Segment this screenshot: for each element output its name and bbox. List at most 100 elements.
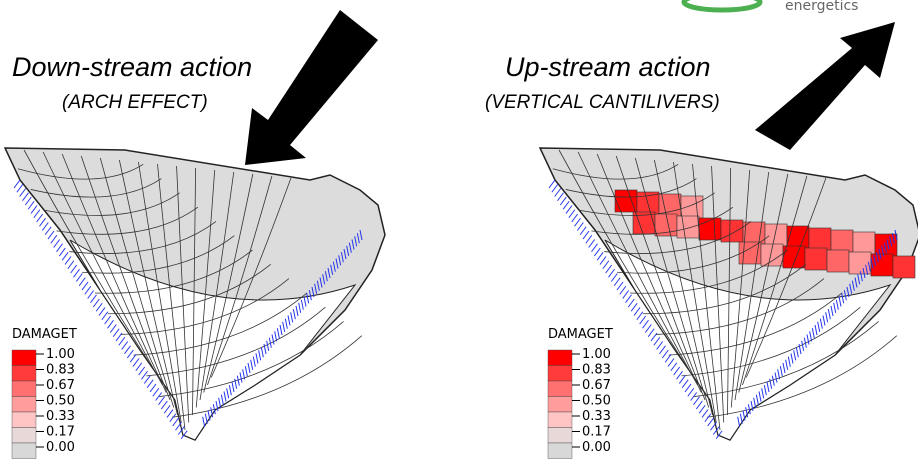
reaction-tick — [105, 316, 111, 324]
damage-cell — [765, 224, 787, 246]
legend-swatch — [12, 397, 36, 413]
reaction-tick — [634, 308, 640, 316]
reaction-tick — [662, 350, 668, 358]
reaction-tick — [62, 252, 68, 260]
reaction-tick — [122, 342, 128, 350]
legend-label: 0.00 — [582, 440, 611, 455]
damage-cell — [831, 230, 853, 252]
logo-mark — [684, 0, 760, 10]
reaction-tick — [82, 282, 88, 290]
legend-label: 0.67 — [582, 378, 611, 393]
damage-cell — [849, 252, 871, 274]
reaction-tick — [110, 325, 116, 333]
reaction-tick — [125, 346, 131, 354]
reaction-tick — [139, 367, 145, 375]
damage-cell — [681, 196, 703, 218]
reaction-tick — [640, 316, 646, 324]
reaction-tick — [552, 184, 558, 192]
logo-text: energetics — [785, 0, 858, 14]
panel-title: Up-stream action — [505, 52, 711, 82]
reaction-tick — [159, 397, 165, 405]
damage-cell — [809, 228, 831, 250]
reaction-tick — [566, 206, 572, 214]
reaction-tick — [674, 367, 680, 375]
reaction-tick — [45, 227, 51, 235]
reaction-tick — [93, 299, 99, 307]
reaction-tick — [600, 257, 606, 265]
reaction-tick — [628, 299, 634, 307]
legend-swatch — [548, 397, 572, 413]
reaction-tick — [54, 240, 60, 248]
reaction-tick — [164, 405, 170, 413]
reaction-tick — [144, 376, 150, 384]
reaction-tick — [705, 414, 711, 422]
damage-cell — [677, 216, 699, 238]
canvas: energetics Down-stream action (ARCH EFFE… — [0, 0, 918, 459]
reaction-tick — [586, 235, 592, 243]
reaction-tick — [108, 320, 114, 328]
reaction-tick — [645, 325, 651, 333]
reaction-tick — [654, 337, 660, 345]
legend-label: 1.00 — [582, 347, 611, 362]
arrow-downstream — [245, 10, 378, 165]
reaction-tick — [51, 235, 57, 243]
reaction-tick — [682, 380, 688, 388]
legend-label: 0.17 — [46, 425, 75, 440]
reaction-tick — [74, 269, 80, 277]
reaction-tick — [40, 218, 46, 226]
reaction-tick — [592, 244, 598, 252]
reaction-tick — [25, 197, 31, 205]
legend-swatch — [12, 412, 36, 428]
reaction-tick — [119, 337, 125, 345]
reaction-tick — [623, 291, 629, 299]
damage-cell — [787, 226, 809, 248]
reaction-tick — [563, 201, 569, 209]
damage-cell — [783, 246, 805, 268]
reaction-tick — [685, 384, 691, 392]
damage-cell — [615, 190, 637, 212]
reaction-tick — [597, 252, 603, 260]
reaction-tick — [42, 223, 48, 231]
legend-swatch — [12, 366, 36, 382]
legend-label: 0.33 — [582, 409, 611, 424]
reaction-tick — [20, 189, 26, 197]
legend-swatch — [548, 428, 572, 444]
reaction-tick — [606, 265, 612, 273]
reaction-tick — [14, 180, 20, 188]
reaction-tick — [702, 410, 708, 418]
reaction-tick — [133, 359, 139, 367]
damage-cell — [893, 256, 915, 278]
reaction-tick — [31, 206, 37, 214]
reaction-tick — [71, 265, 77, 273]
reaction-tick — [569, 210, 575, 218]
legend-label: 0.83 — [582, 363, 611, 378]
legend-swatch — [12, 350, 36, 366]
reaction-tick — [611, 274, 617, 282]
reaction-tick — [648, 329, 654, 337]
reaction-tick — [150, 384, 156, 392]
reaction-tick — [696, 401, 702, 409]
reaction-tick — [173, 418, 179, 426]
reaction-tick — [91, 295, 97, 303]
legend-swatch — [548, 412, 572, 428]
damage-cell — [853, 232, 875, 254]
reaction-tick — [170, 414, 176, 422]
damage-cell — [827, 250, 849, 272]
reaction-tick — [589, 240, 595, 248]
reaction-tick — [17, 184, 23, 192]
reaction-tick — [555, 189, 561, 197]
reaction-tick — [688, 388, 694, 396]
legend-swatch — [12, 381, 36, 397]
reaction-tick — [113, 329, 119, 337]
legend-swatch — [548, 366, 572, 382]
reaction-tick — [560, 197, 566, 205]
reaction-tick — [708, 418, 714, 426]
panel-title: Down-stream action — [12, 52, 252, 82]
reaction-tick — [37, 214, 43, 222]
legend-swatch — [548, 381, 572, 397]
legend-label: 0.33 — [46, 409, 75, 424]
reaction-tick — [65, 257, 71, 265]
reaction-tick — [643, 320, 649, 328]
reaction-tick — [665, 354, 671, 362]
reaction-tick — [130, 354, 136, 362]
